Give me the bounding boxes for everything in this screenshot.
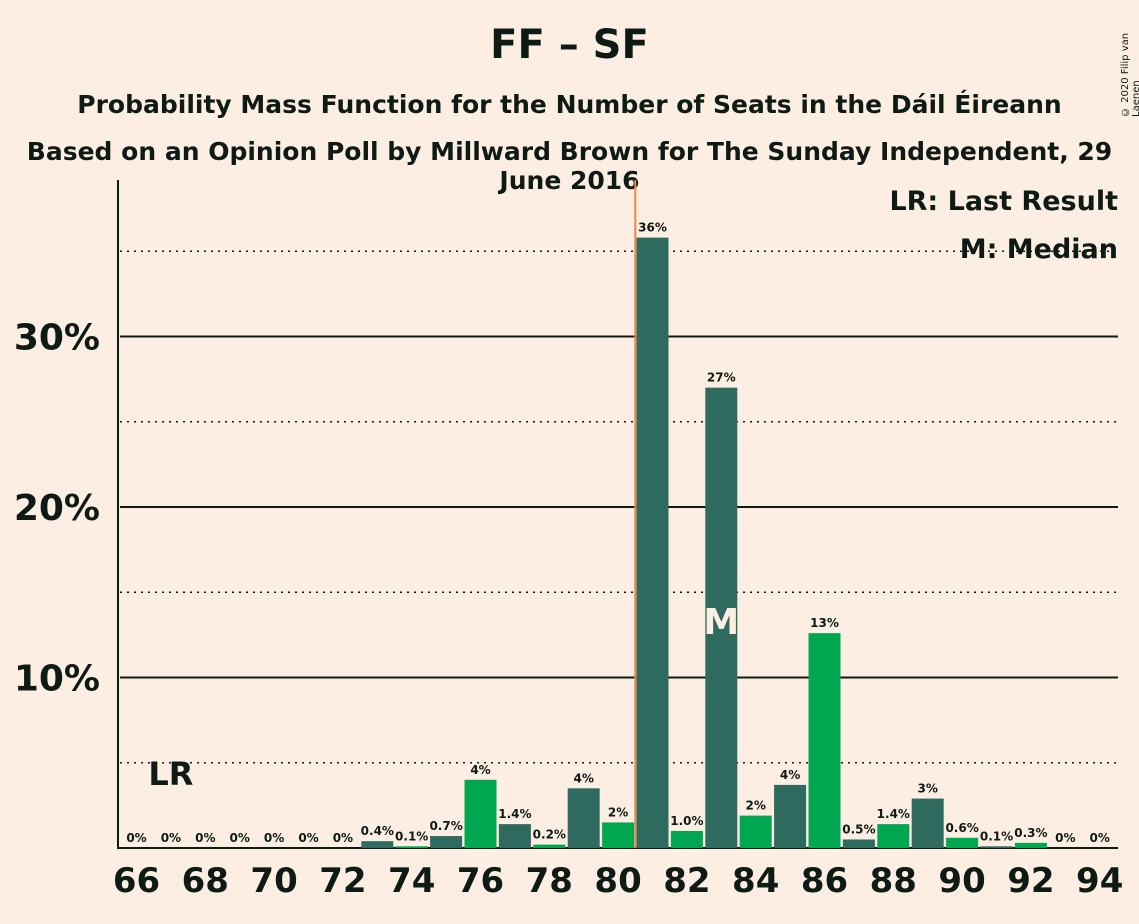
x-tick-label: 74: [388, 861, 435, 901]
y-tick-label: 10%: [14, 659, 100, 700]
bar: [464, 779, 497, 848]
bar: [705, 387, 738, 848]
bar: [395, 846, 428, 848]
bar-value-label: 13%: [810, 616, 839, 630]
bar: [430, 836, 463, 848]
bar: [980, 846, 1013, 848]
x-tick-label: 80: [594, 861, 641, 901]
median-marker: M: [703, 602, 739, 643]
x-tick-label: 94: [1076, 861, 1123, 901]
chart-subtitle: Probability Mass Function for the Number…: [77, 90, 1062, 119]
bar-value-label: 0.1%: [395, 829, 428, 843]
x-tick-label: 70: [250, 861, 297, 901]
bar-value-label: 0.4%: [361, 824, 394, 838]
chart-source: Based on an Opinion Poll by Millward Bro…: [26, 137, 1113, 195]
x-tick-label: 88: [870, 861, 917, 901]
legend-last-result: LR: Last Result: [889, 186, 1118, 217]
last-result-marker: LR: [148, 755, 193, 793]
x-tick-label: 76: [457, 861, 504, 901]
x-tick-label: 78: [526, 861, 573, 901]
bar-value-label: 0%: [298, 831, 318, 845]
bar-value-label: 0%: [230, 831, 250, 845]
bar: [911, 798, 944, 848]
bar-value-label: 1.4%: [877, 807, 910, 821]
x-tick-label: 72: [319, 861, 366, 901]
bar: [946, 837, 979, 848]
bar-value-label: 3%: [918, 782, 938, 796]
x-tick-label: 68: [182, 861, 229, 901]
bar: [361, 841, 394, 848]
x-tick-label: 92: [1007, 861, 1054, 901]
bar-value-label: 4%: [574, 771, 594, 785]
bar: [670, 830, 703, 848]
bar: [533, 844, 566, 848]
bar-value-label: 4%: [780, 768, 800, 782]
bar-value-label: 2%: [608, 805, 628, 819]
bar: [602, 822, 635, 848]
bar-value-label: 4%: [470, 763, 490, 777]
x-tick-label: 66: [113, 861, 160, 901]
bar-value-label: 27%: [707, 371, 736, 385]
x-tick-label: 84: [732, 861, 779, 901]
bar: [636, 237, 669, 849]
bar: [1014, 842, 1047, 848]
bar-value-label: 0%: [264, 831, 284, 845]
bar: [808, 633, 841, 848]
bar-value-label: 1.0%: [670, 814, 703, 828]
bar-value-label: 0.5%: [842, 822, 875, 836]
bar-value-label: 0%: [161, 831, 181, 845]
bar: [842, 839, 875, 848]
bar-value-label: 36%: [638, 221, 667, 235]
bar-value-label: 0.3%: [1014, 826, 1047, 840]
x-tick-label: 86: [801, 861, 848, 901]
bar-value-label: 0%: [126, 831, 146, 845]
bar-value-label: 2%: [746, 799, 766, 813]
bar-value-label: 0%: [333, 831, 353, 845]
y-tick-label: 30%: [14, 318, 100, 359]
chart-title: FF – SF: [490, 22, 649, 68]
bar-value-label: 0.7%: [429, 819, 462, 833]
x-tick-label: 82: [663, 861, 710, 901]
bar-value-label: 0%: [1055, 831, 1075, 845]
bar-value-label: 0%: [1090, 831, 1110, 845]
x-tick-label: 90: [938, 861, 985, 901]
bar-value-label: 0.6%: [945, 821, 978, 835]
bar-value-label: 0%: [195, 831, 215, 845]
bar-value-label: 1.4%: [498, 807, 531, 821]
bar: [567, 788, 600, 848]
bar: [498, 824, 531, 848]
bar: [739, 815, 772, 848]
bar: [877, 824, 910, 848]
bar-value-label: 0.2%: [533, 828, 566, 842]
legend-median: M: Median: [960, 234, 1118, 265]
y-tick-label: 20%: [14, 488, 100, 529]
bar-value-label: 0.1%: [980, 829, 1013, 843]
bar: [774, 784, 807, 848]
